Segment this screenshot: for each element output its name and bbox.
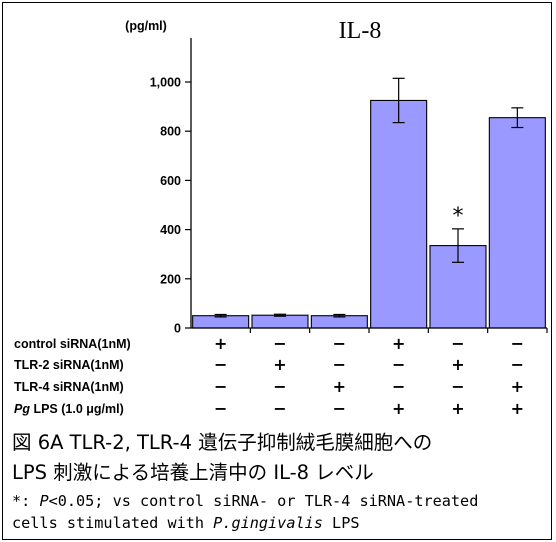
treatment-mark: + <box>392 334 405 353</box>
treatment-row-label: TLR-2 siRNA(1nM) <box>14 358 124 372</box>
treatment-mark: + <box>511 377 524 396</box>
treatment-mark: + <box>511 399 524 418</box>
y-tick-label: 1,000 <box>150 76 181 90</box>
treatment-mark: + <box>214 334 227 353</box>
significance-asterisk: * <box>453 204 464 229</box>
significance-marks: * <box>453 204 464 229</box>
note-species: P.gingivalis <box>213 514 323 532</box>
treatment-mark: − <box>214 377 227 396</box>
y-tick-label: 0 <box>174 322 181 336</box>
treatment-mark: − <box>333 399 346 418</box>
bar <box>251 314 309 329</box>
bar <box>310 315 368 329</box>
treatment-mark: − <box>273 399 286 418</box>
treatment-mark: − <box>214 355 227 374</box>
error-bars <box>214 77 524 318</box>
treatment-table: control siRNA(1nM) + − − + − − TLR-2 siRNA(1nM)… <box>14 334 524 418</box>
y-axis-ticks: 0 200 400 600 800 1,000 <box>150 76 191 336</box>
bar-chart: (pg/ml) IL-8 0 200 400 600 800 1,000 * contro… <box>14 18 548 418</box>
treatment-row-label: control siRNA(1nM) <box>14 337 131 351</box>
treatment-mark: + <box>392 399 405 418</box>
treatment-row-label: Pg LPS (1.0 μg/ml) <box>14 402 124 416</box>
treatment-mark: − <box>333 355 346 374</box>
treatment-mark: − <box>333 334 346 353</box>
y-tick-label: 400 <box>160 223 181 237</box>
y-tick-label: 800 <box>160 125 181 139</box>
bar <box>488 117 546 329</box>
y-tick-label: 600 <box>160 174 181 188</box>
treatment-mark: + <box>451 355 464 374</box>
treatment-label-text: TLR-4 siRNA(1nM) <box>14 380 124 394</box>
treatment-mark: + <box>451 399 464 418</box>
treatment-mark: − <box>451 334 464 353</box>
bar <box>192 315 250 329</box>
note-lps: LPS <box>322 514 360 532</box>
treatment-mark: + <box>333 377 346 396</box>
x-axis-ticks <box>249 328 548 333</box>
treatment-label-text: control siRNA(1nM) <box>14 337 131 351</box>
treatment-mark: − <box>511 334 524 353</box>
note-cells: cells stimulated with <box>12 514 214 532</box>
y-tick-label: 200 <box>160 272 181 286</box>
note-comparison: <0.05; vs control siRNA- or TLR-4 siRNA-… <box>48 492 479 510</box>
note-p-symbol: P <box>39 492 49 510</box>
treatment-mark: − <box>451 377 464 396</box>
treatment-label-prefix: Pg <box>14 402 30 416</box>
treatment-mark: − <box>392 377 405 396</box>
treatment-mark: + <box>273 355 286 374</box>
treatment-mark: − <box>214 399 227 418</box>
caption-line-2: LPS 刺激による培養上清中の IL-8 レベル <box>12 461 374 484</box>
treatment-label-text: LPS (1.0 μg/ml) <box>30 402 124 416</box>
caption-note: *: P<0.05; vs control siRNA- or TLR-4 si… <box>12 490 548 534</box>
figure-caption: 図 6A TLR-2, TLR-4 遺伝子抑制絨毛膜細胞への LPS 刺激による… <box>12 428 548 534</box>
treatment-mark: − <box>273 334 286 353</box>
treatment-mark: − <box>273 377 286 396</box>
treatment-row-label: TLR-4 siRNA(1nM) <box>14 380 124 394</box>
treatment-mark: − <box>392 355 405 374</box>
treatment-mark: − <box>511 355 524 374</box>
treatment-label-text: TLR-2 siRNA(1nM) <box>14 358 124 372</box>
bar <box>370 99 428 329</box>
caption-line-1: 図 6A TLR-2, TLR-4 遺伝子抑制絨毛膜細胞への <box>12 431 433 454</box>
chart-title: IL-8 <box>339 18 382 44</box>
bars <box>192 99 546 329</box>
note-asterisk: *: <box>12 492 40 510</box>
caption-title: 図 6A TLR-2, TLR-4 遺伝子抑制絨毛膜細胞への LPS 刺激による… <box>12 428 548 488</box>
y-axis-unit-label: (pg/ml) <box>125 19 167 33</box>
